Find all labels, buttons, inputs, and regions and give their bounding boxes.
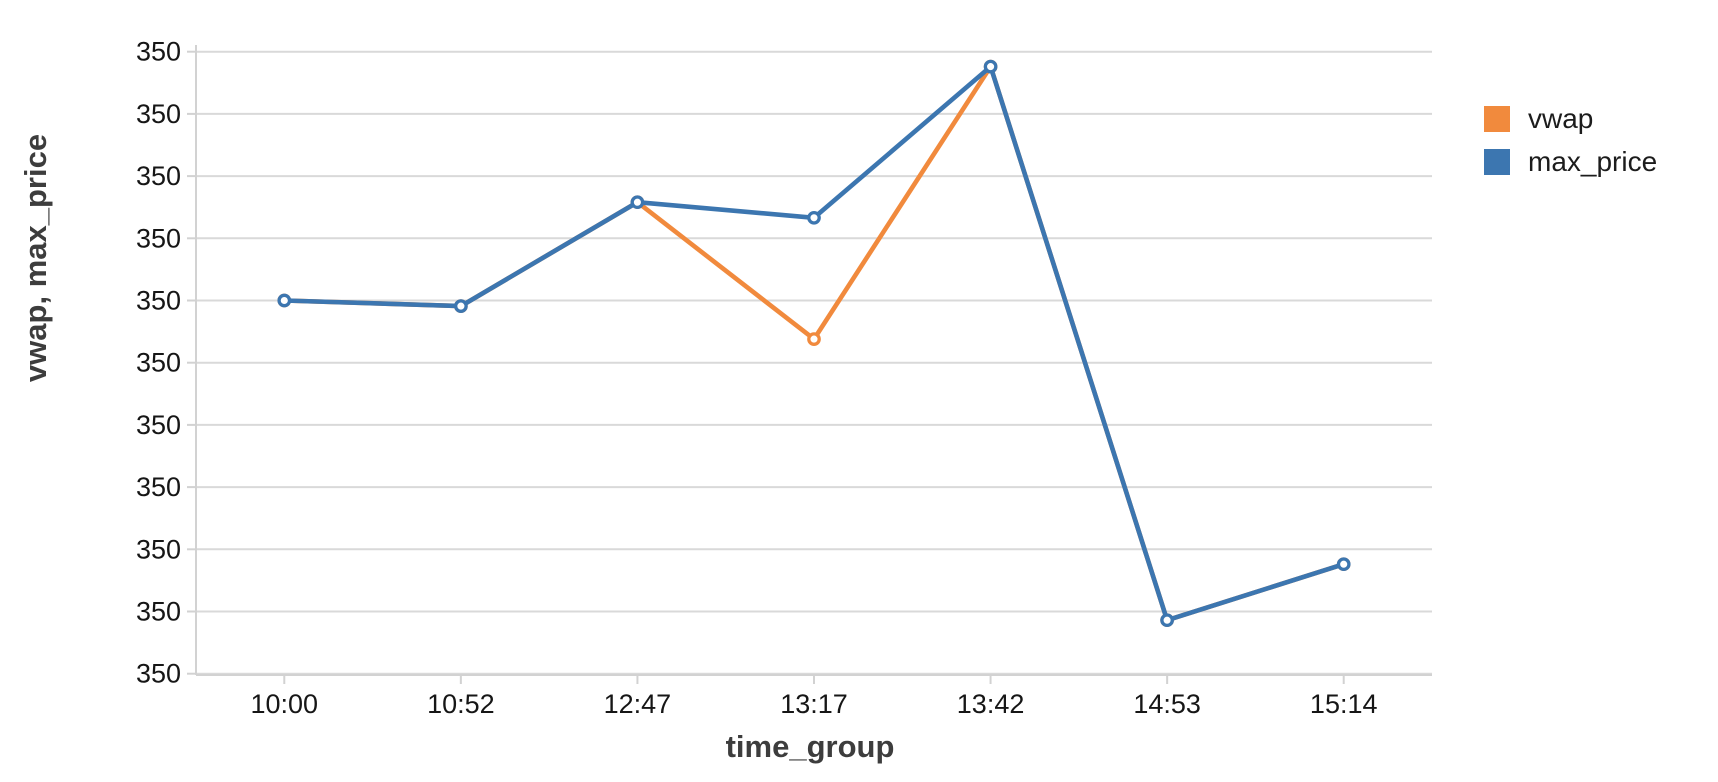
- y-tick-label: 350: [136, 37, 181, 67]
- y-axis-title: vwap, max_price: [18, 134, 53, 382]
- max_price-point-13:17: [807, 210, 821, 225]
- max_price-point-13:42: [983, 59, 998, 74]
- y-tick-label: 350: [136, 286, 181, 316]
- x-tick-label: 10:00: [250, 689, 318, 719]
- y-tick-label: 350: [136, 161, 181, 191]
- y-tick-label: 350: [136, 472, 181, 502]
- x-tick-label: 13:42: [957, 689, 1025, 719]
- legend-label-max-price: max_price: [1528, 146, 1658, 177]
- x-tick-label: 13:17: [780, 689, 848, 719]
- y-tick-label: 350: [136, 534, 181, 564]
- y-tick-label: 350: [136, 659, 181, 689]
- max_price-point-12:47: [630, 195, 645, 210]
- x-tick-label: 10:52: [427, 689, 495, 719]
- y-tick-label: 350: [136, 348, 181, 378]
- legend-label-vwap: vwap: [1528, 103, 1594, 134]
- max_price-point-10:00: [277, 293, 292, 308]
- vwap-point-13:17: [807, 332, 821, 346]
- legend: vwap max_price: [1484, 103, 1658, 177]
- legend-item-vwap: vwap: [1484, 103, 1657, 134]
- gridlines: [196, 50, 1432, 675]
- vwap-color-swatch: [1484, 106, 1510, 132]
- y-tick-label: 350: [136, 223, 181, 253]
- y-tick-label: 350: [136, 597, 181, 627]
- x-axis-title: time_group: [726, 729, 895, 764]
- series-lines: [277, 59, 1351, 628]
- max_price-point-15:14: [1336, 557, 1351, 572]
- max_price-point-14:53: [1160, 613, 1174, 628]
- legend-item-max-price: max_price: [1484, 146, 1658, 177]
- y-tick-label: 350: [136, 99, 181, 129]
- max-price-color-swatch: [1484, 149, 1510, 175]
- x-tick-label: 15:14: [1310, 689, 1378, 719]
- y-tick-label: 350: [136, 410, 181, 440]
- axes: 350 350 350 350 350 350 350 350 350 350 350 10:00 10…: [136, 37, 1432, 719]
- max_price-point-10:52: [454, 299, 468, 313]
- x-tick-label: 12:47: [604, 689, 672, 719]
- x-tick-label: 14:53: [1133, 689, 1201, 719]
